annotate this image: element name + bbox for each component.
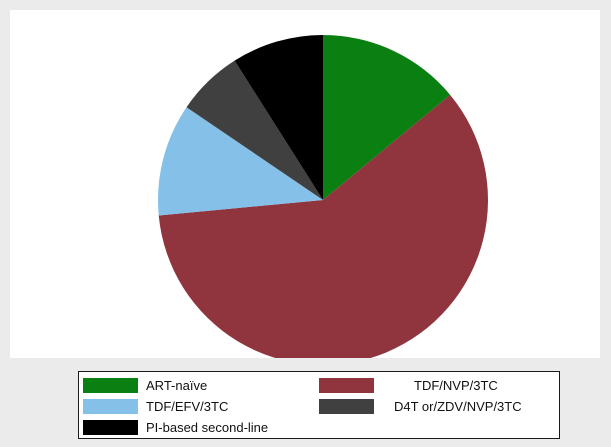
legend-item-pi-based-second-line: PI-based second-line [83, 417, 268, 437]
plot-area [10, 10, 600, 358]
legend-label: ART-naïve [146, 377, 208, 393]
pie-slice-tdf-efv-3tc [157, 107, 323, 216]
pie-slice-d4t-or-zdv-nvp-3tc [186, 60, 323, 200]
legend-label: TDF/EFV/3TC [146, 398, 229, 414]
legend-swatch [83, 377, 138, 393]
legend-label: PI-based second-line [146, 419, 269, 435]
legend-item-tdf-nvp-3tc: TDF/NVP/3TC [319, 375, 498, 395]
pie-slice-pi-based-second-line [234, 35, 323, 200]
legend-label: TDF/NVP/3TC [414, 377, 498, 393]
legend-swatch [83, 419, 138, 435]
legend-item-tdf-efv-3tc: TDF/EFV/3TC [83, 396, 228, 416]
legend: ART-naïve TDF/NVP/3TC TDF/EFV/3TC D4T or… [78, 371, 560, 439]
pie-chart [157, 35, 488, 358]
legend-item-d4t-zdv-nvp-3tc: D4T or/ZDV/NVP/3TC [319, 396, 522, 416]
pie-slice-tdf-nvp-3tc [158, 94, 488, 358]
legend-swatch [319, 377, 374, 393]
legend-label: D4T or/ZDV/NVP/3TC [394, 398, 522, 414]
legend-swatch [83, 398, 138, 414]
pie-slice-art-na-ve [323, 35, 451, 200]
legend-swatch [319, 398, 374, 414]
legend-item-art-naive: ART-naïve [83, 375, 207, 395]
